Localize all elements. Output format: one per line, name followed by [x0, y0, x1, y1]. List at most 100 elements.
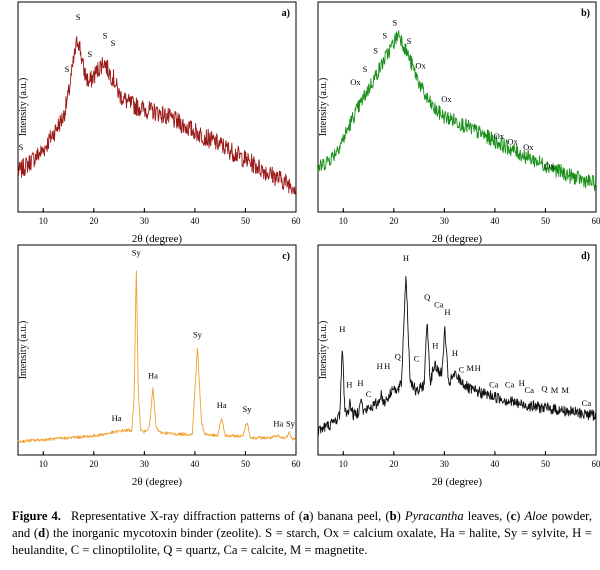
peak-annotation: H: [384, 361, 390, 371]
x-axis-label: 2θ (degree): [132, 476, 182, 488]
x-tick-label: 60: [292, 216, 302, 226]
peak-annotation: Q: [395, 352, 401, 362]
x-axis-label: 2θ (degree): [432, 233, 482, 245]
peak-annotation: Sy: [242, 404, 252, 414]
caption-letter-b: b: [389, 509, 397, 523]
peak-annotation: Ha: [112, 413, 122, 423]
peak-annotation: M: [466, 363, 474, 373]
x-tick-label: 60: [292, 459, 302, 469]
x-tick-label: 40: [190, 216, 200, 226]
peak-annotation: Ox: [494, 131, 505, 141]
peak-annotation: S: [65, 64, 70, 74]
peak-annotation: S: [103, 31, 108, 41]
peak-annotation: S: [87, 49, 92, 59]
peak-annotation: Ox: [507, 137, 518, 147]
plot-frame: [17, 244, 297, 456]
peak-annotation: Ox: [544, 161, 555, 171]
peak-annotation: Ca: [434, 300, 444, 310]
peak-annotation: H: [346, 380, 352, 390]
plot-frame: [317, 1, 597, 213]
figure-caption: Figure 4. Representative X-ray diffractio…: [12, 508, 592, 559]
peak-annotation: H: [357, 378, 363, 388]
peak-annotation: S: [392, 18, 397, 28]
xrd-panel-2: 10 20 30 40 50 60 2θ (degree) Intensity (a.u.) b…: [317, 1, 600, 245]
peak-annotation: H: [519, 378, 525, 388]
caption-text-intro: Representative X-ray diffraction pattern…: [70, 509, 303, 523]
caption-text-2: ): [396, 509, 405, 523]
caption-text-5: powder, and (: [12, 509, 593, 540]
peak-annotation: Sy: [193, 329, 203, 339]
caption-aloe: Aloe: [524, 509, 548, 523]
x-tick-label: 20: [89, 216, 99, 226]
x-tick-label: 30: [140, 459, 150, 469]
y-axis-label: Intensity (a.u.): [18, 78, 29, 137]
x-tick-label: 20: [389, 459, 399, 469]
peak-annotation: S: [373, 45, 378, 55]
peak-annotation: Ox: [523, 142, 534, 152]
peak-annotation: Q: [541, 383, 547, 393]
peak-annotation: S: [76, 12, 81, 22]
x-tick-label: 20: [389, 216, 399, 226]
x-tick-label: 40: [490, 459, 500, 469]
peak-annotation: S: [407, 36, 412, 46]
x-tick-label: 50: [241, 216, 251, 226]
caption-text-4: ): [516, 509, 525, 523]
peak-annotation: Ca: [489, 380, 499, 390]
caption-text-3: leaves, (: [463, 509, 511, 523]
peak-annotation: Ca: [582, 398, 592, 408]
series-trace: [317, 30, 597, 192]
peak-annotation: S: [363, 64, 368, 74]
peak-annotation: M: [551, 385, 559, 395]
y-axis-label: Intensity (a.u.): [318, 78, 329, 137]
peak-annotation: H: [444, 307, 450, 317]
x-tick-label: 20: [89, 459, 99, 469]
caption-letter-d: d: [38, 526, 46, 540]
peak-annotation: S: [19, 142, 24, 152]
x-axis-label: 2θ (degree): [432, 476, 482, 488]
peak-annotation: H: [339, 324, 345, 334]
xrd-panel-3: 10 20 30 40 50 60 2θ (degree) Intensity (a.u.) c…: [17, 244, 302, 488]
x-tick-label: 30: [140, 216, 150, 226]
peak-annotation: Ox: [415, 60, 426, 70]
peak-annotation: C: [459, 365, 465, 375]
peak-annotation: C: [366, 389, 372, 399]
x-tick-label: 60: [592, 459, 600, 469]
caption-figure-label: Figure 4.: [12, 509, 61, 523]
peak-annotation: Sy: [132, 248, 142, 258]
panel-label: b): [581, 8, 590, 19]
x-tick-label: 10: [339, 216, 349, 226]
peak-annotation: Q: [424, 292, 430, 302]
peak-annotation: H: [452, 348, 458, 358]
series-trace: [17, 270, 297, 444]
caption-pyracantha: Pyracantha: [404, 509, 464, 523]
caption-text-6: ) the inorganic mycotoxin binder (zeolit…: [12, 526, 592, 557]
peak-annotation: Ox: [350, 77, 361, 87]
x-tick-label: 10: [39, 216, 49, 226]
y-axis-label: Intensity (a.u.): [318, 321, 329, 380]
x-tick-label: 50: [241, 459, 251, 469]
x-tick-label: 60: [592, 216, 600, 226]
xrd-panel-1: 10 20 30 40 50 60 2θ (degree) Intensity (a.u.) a…: [17, 1, 302, 245]
peak-annotation: Ha: [217, 400, 227, 410]
caption-letter-a: a: [302, 509, 310, 523]
peak-annotation: H: [403, 253, 409, 263]
x-tick-label: 50: [541, 459, 551, 469]
peak-annotation: Ox: [441, 94, 452, 104]
x-axis-label: 2θ (degree): [132, 233, 182, 245]
peak-annotation: Ca: [505, 380, 515, 390]
peak-annotation: S: [382, 31, 387, 41]
caption-text-1: ) banana peel, (: [309, 509, 390, 523]
x-tick-label: 40: [190, 459, 200, 469]
peak-annotation: Ha: [273, 419, 283, 429]
x-tick-label: 30: [440, 459, 450, 469]
panel-label: d): [581, 251, 590, 262]
peak-annotation: Ca: [525, 385, 535, 395]
caption-letter-c: c: [510, 509, 517, 523]
peak-annotation: S: [111, 38, 116, 48]
x-tick-label: 40: [490, 216, 500, 226]
peak-annotation: H: [377, 361, 383, 371]
panel-label: c): [282, 251, 290, 262]
y-axis-label: Intensity (a.u.): [18, 321, 29, 380]
panel-label: a): [282, 8, 290, 19]
series-trace: [317, 275, 597, 436]
